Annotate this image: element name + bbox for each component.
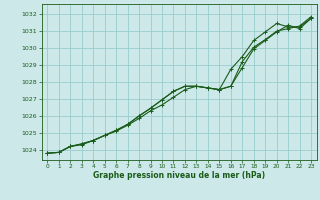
X-axis label: Graphe pression niveau de la mer (hPa): Graphe pression niveau de la mer (hPa): [93, 171, 265, 180]
